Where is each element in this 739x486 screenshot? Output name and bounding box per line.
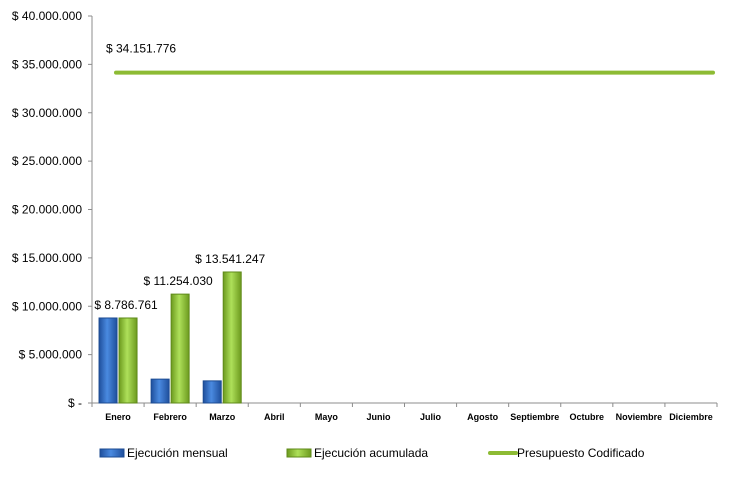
x-tick-label: Septiembre [510, 412, 559, 422]
x-tick-label: Enero [105, 412, 131, 422]
legend-swatch-ejecucion-mensual [99, 448, 125, 458]
y-tick-label: $ 30.000.000 [12, 106, 82, 120]
y-tick-label: $ 25.000.000 [12, 154, 82, 168]
x-tick-label: Agosto [467, 412, 498, 422]
y-tick-label: $ 35.000.000 [12, 57, 82, 71]
bar-ejecucion-acumulada [222, 271, 242, 404]
data-label: $ 13.541.247 [195, 252, 265, 266]
y-tick-label: $ 15.000.000 [12, 251, 82, 265]
x-tick-label: Junio [366, 412, 391, 422]
legend-label: Ejecución mensual [127, 446, 228, 460]
x-tick-label: Julio [420, 412, 442, 422]
x-tick-label: Octubre [570, 412, 605, 422]
legend-label: Ejecución acumulada [314, 446, 428, 460]
data-label: $ 8.786.761 [94, 298, 158, 312]
bar-ejecucion-acumulada [118, 317, 138, 404]
x-tick-label: Mayo [315, 412, 339, 422]
bar-ejecucion-acumulada [170, 293, 190, 404]
y-tick-label: $ 40.000.000 [12, 9, 82, 23]
y-tick-label: $ - [68, 396, 82, 410]
bar-ejecucion-mensual [98, 317, 118, 404]
y-tick-label: $ 10.000.000 [12, 299, 82, 313]
legend-swatch-ejecucion-acumulada [286, 448, 312, 458]
data-label: $ 11.254.030 [144, 274, 214, 288]
y-tick-label: $ 20.000.000 [12, 203, 82, 217]
y-tick-label: $ 5.000.000 [19, 348, 83, 362]
x-tick-label: Abril [264, 412, 285, 422]
bar-ejecucion-mensual [150, 378, 170, 404]
x-tick-label: Noviembre [616, 412, 663, 422]
x-tick-label: Diciembre [669, 412, 713, 422]
x-tick-label: Febrero [153, 412, 187, 422]
legend-label: Presupuesto Codificado [517, 446, 645, 460]
data-label: $ 34.151.776 [106, 42, 176, 56]
x-tick-label: Marzo [209, 412, 236, 422]
bar-ejecucion-mensual [202, 380, 222, 404]
